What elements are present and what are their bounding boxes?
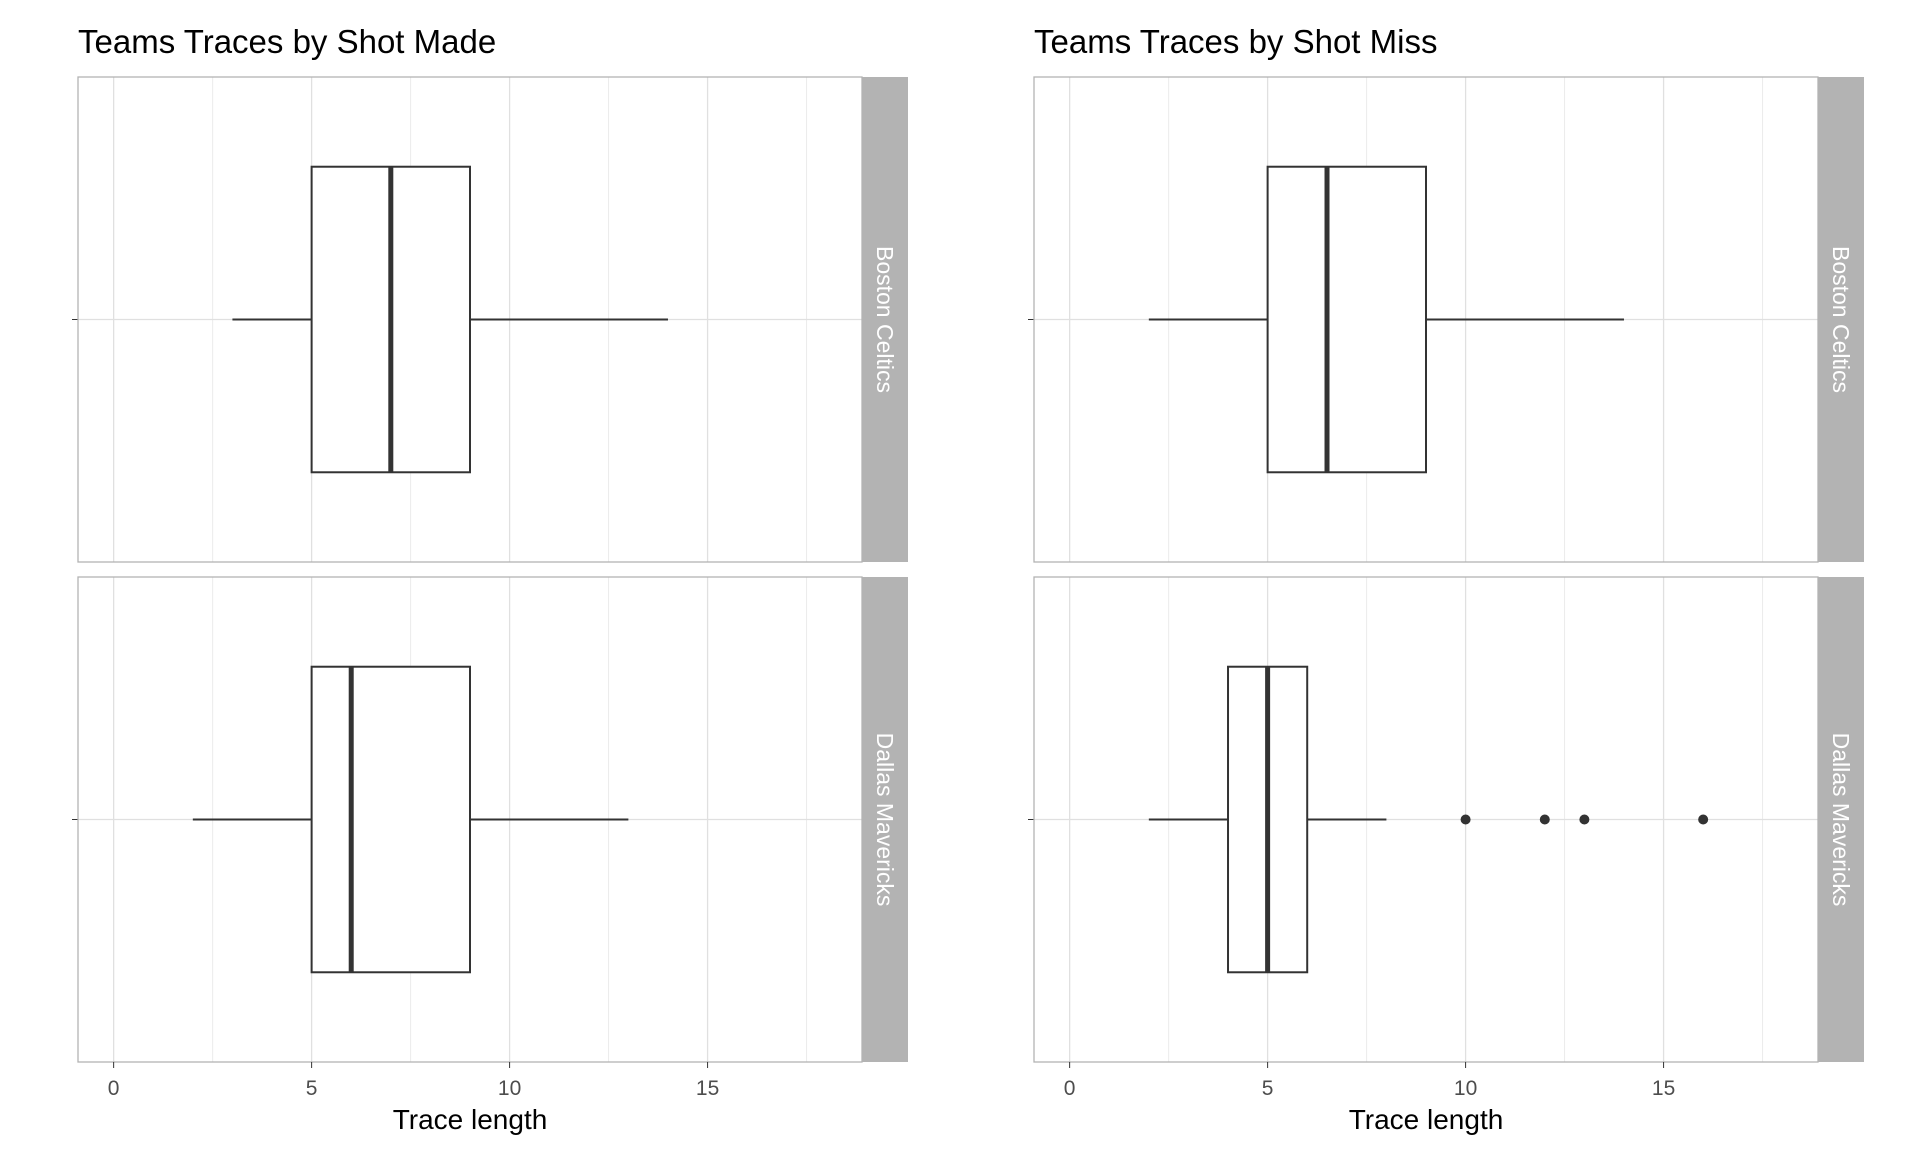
outlier-point (1460, 814, 1471, 825)
facet-strip (862, 77, 908, 562)
iqr-box (1266, 165, 1428, 474)
outlier-point (1579, 814, 1590, 825)
x-axis-title: Trace length (1349, 1104, 1504, 1135)
strip-label: Dallas Mavericks (872, 733, 898, 907)
facet-panel: Dallas Mavericks (72, 576, 908, 1063)
x-tick-label: 15 (696, 1077, 719, 1100)
x-axis-title: Trace length (393, 1104, 548, 1135)
strip-label: Boston Celtics (872, 246, 898, 393)
x-tick-label: 10 (498, 1077, 521, 1100)
facet-strip (862, 577, 908, 1062)
outlier-point (1698, 814, 1709, 825)
x-tick-label: 0 (1064, 1077, 1076, 1100)
facet-strip (1818, 77, 1864, 562)
x-tick-label: 15 (1652, 1077, 1675, 1100)
x-tick-label: 5 (1262, 1077, 1274, 1100)
x-tick-label: 0 (108, 1077, 120, 1100)
chart-panel: Teams Traces by Shot Miss Boston Celtics D… (1028, 23, 1864, 1135)
facet-panel: Boston Celtics (1028, 76, 1864, 563)
facet-strip (1818, 577, 1864, 1062)
iqr-box (310, 665, 471, 974)
x-tick-label: 5 (306, 1077, 318, 1100)
x-tick-label: 10 (1454, 1077, 1477, 1100)
strip-label: Dallas Mavericks (1828, 733, 1854, 907)
chart-title: Teams Traces by Shot Miss (1034, 23, 1437, 60)
strip-label: Boston Celtics (1828, 246, 1854, 393)
chart-title: Teams Traces by Shot Made (78, 23, 496, 60)
outlier-point (1539, 814, 1550, 825)
facet-panel: Boston Celtics (72, 76, 908, 563)
chart-panel: Teams Traces by Shot Made Boston Celtics D… (72, 23, 908, 1135)
facet-panel: Dallas Mavericks (1028, 576, 1864, 1063)
